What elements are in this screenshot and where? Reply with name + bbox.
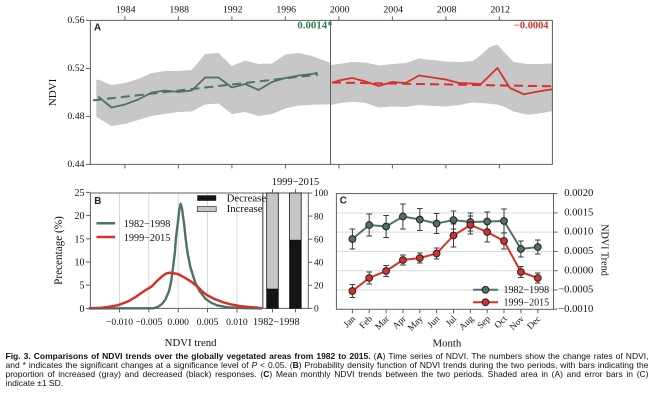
svg-text:0.0015: 0.0015 bbox=[564, 208, 593, 219]
svg-text:NDVI Trend: NDVI Trend bbox=[599, 224, 610, 276]
svg-text:0.0010: 0.0010 bbox=[564, 227, 593, 238]
svg-text:Feb: Feb bbox=[358, 314, 375, 331]
svg-text:1982−1998: 1982−1998 bbox=[253, 317, 300, 328]
svg-text:0.010: 0.010 bbox=[226, 317, 248, 328]
svg-text:25: 25 bbox=[75, 188, 85, 199]
svg-text:1982−1998: 1982−1998 bbox=[504, 285, 550, 296]
svg-text:1988: 1988 bbox=[169, 4, 189, 15]
svg-text:1982−1998: 1982−1998 bbox=[124, 219, 171, 230]
svg-text:Dec: Dec bbox=[526, 314, 544, 332]
svg-text:Month: Month bbox=[433, 337, 462, 348]
svg-text:2008: 2008 bbox=[437, 4, 457, 15]
svg-text:0.0020: 0.0020 bbox=[564, 188, 593, 199]
svg-text:C: C bbox=[340, 196, 347, 207]
svg-text:Jan: Jan bbox=[342, 314, 358, 330]
svg-text:1984: 1984 bbox=[116, 4, 136, 15]
svg-text:A: A bbox=[94, 23, 101, 34]
svg-text:0.52: 0.52 bbox=[67, 63, 84, 74]
svg-text:Nov: Nov bbox=[508, 314, 527, 333]
svg-text:0.0005: 0.0005 bbox=[564, 246, 593, 257]
svg-text:NDVI: NDVI bbox=[47, 78, 59, 106]
svg-text:May: May bbox=[406, 314, 425, 333]
svg-text:2004: 2004 bbox=[383, 4, 403, 15]
svg-text:Jul: Jul bbox=[444, 314, 459, 329]
svg-text:80: 80 bbox=[314, 212, 324, 222]
svg-text:−0.0004: −0.0004 bbox=[514, 21, 549, 32]
svg-text:0.005: 0.005 bbox=[197, 317, 219, 328]
svg-text:0.0014*: 0.0014* bbox=[297, 20, 332, 32]
svg-text:Apr: Apr bbox=[391, 314, 409, 332]
svg-text:0: 0 bbox=[80, 304, 85, 315]
svg-text:−0.010: −0.010 bbox=[106, 317, 133, 328]
svg-text:0.0000: 0.0000 bbox=[564, 265, 593, 276]
svg-text:20: 20 bbox=[75, 211, 85, 222]
svg-text:1992: 1992 bbox=[223, 4, 243, 15]
svg-text:5: 5 bbox=[80, 281, 85, 292]
svg-text:0.44: 0.44 bbox=[67, 159, 84, 170]
svg-text:Aug: Aug bbox=[458, 314, 477, 333]
svg-text:15: 15 bbox=[75, 234, 85, 245]
svg-text:NDVI trend: NDVI trend bbox=[165, 337, 217, 348]
svg-text:2000: 2000 bbox=[330, 4, 350, 15]
svg-text:Precentage (%): Precentage (%) bbox=[53, 216, 65, 285]
svg-text:0.48: 0.48 bbox=[67, 111, 84, 122]
svg-text:40: 40 bbox=[314, 258, 324, 268]
svg-text:2012: 2012 bbox=[490, 4, 510, 15]
svg-text:Jun: Jun bbox=[426, 314, 442, 330]
svg-text:100: 100 bbox=[314, 189, 328, 199]
svg-text:−0.005: −0.005 bbox=[135, 317, 162, 328]
svg-text:1996: 1996 bbox=[276, 4, 296, 15]
svg-text:0.000: 0.000 bbox=[167, 317, 189, 328]
svg-text:Sep: Sep bbox=[476, 314, 493, 331]
svg-text:0: 0 bbox=[314, 305, 319, 315]
svg-text:Mar: Mar bbox=[374, 314, 393, 333]
svg-text:Oct: Oct bbox=[493, 314, 510, 331]
svg-text:0.56: 0.56 bbox=[67, 15, 84, 26]
svg-text:−0.0005: −0.0005 bbox=[558, 285, 593, 296]
svg-text:Decrease: Decrease bbox=[227, 192, 267, 204]
svg-text:Increase: Increase bbox=[227, 203, 263, 215]
svg-text:1999−2015: 1999−2015 bbox=[272, 177, 319, 188]
svg-text:10: 10 bbox=[75, 258, 85, 269]
svg-text:1999−2015: 1999−2015 bbox=[504, 298, 550, 309]
svg-text:20: 20 bbox=[314, 282, 324, 292]
svg-text:B: B bbox=[94, 196, 101, 207]
svg-text:−0.0010: −0.0010 bbox=[558, 304, 593, 315]
svg-text:1999−2015: 1999−2015 bbox=[124, 233, 171, 244]
svg-text:60: 60 bbox=[314, 235, 324, 245]
